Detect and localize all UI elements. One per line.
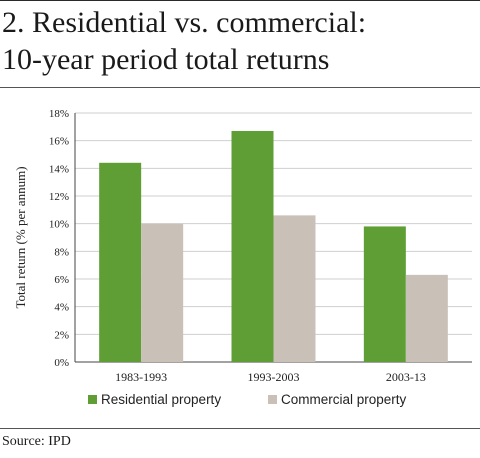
y-tick-label: 4% (54, 302, 69, 314)
y-tick-label: 2% (54, 329, 69, 341)
bar-residential (231, 130, 274, 362)
title-line-2: 10-year period total returns (2, 43, 330, 76)
y-tick-label: 18% (49, 108, 69, 120)
x-category-label: 2003-13 (386, 370, 426, 384)
legend-swatch (88, 395, 97, 404)
y-tick-label: 8% (54, 246, 69, 258)
bar-commercial (141, 223, 184, 362)
y-tick-label: 12% (49, 191, 69, 203)
x-category-label: 1993-2003 (248, 370, 300, 384)
legend-label: Residential property (101, 392, 221, 407)
top-rule (0, 0, 480, 1)
bar-commercial (405, 274, 448, 362)
legend-label: Commercial property (281, 392, 407, 407)
y-tick-label: 0% (54, 357, 69, 369)
y-tick-label: 10% (49, 219, 69, 231)
footer-divider (0, 428, 480, 429)
bar-chart: 0% 2% 4% 6% 8% 10% 12% 14% 16% 18% Total return (%… (13, 108, 472, 407)
bar-residential (363, 226, 406, 362)
x-category-label: 1983-1993 (115, 370, 167, 384)
source-note: Source: IPD (2, 434, 71, 449)
title-line-1: 2. Residential vs. commercial: (2, 6, 367, 39)
y-tick-label: 16% (49, 136, 69, 148)
bar-commercial (273, 215, 316, 362)
y-axis-label: Total return (% per annum) (13, 166, 28, 308)
y-tick-label: 6% (54, 274, 69, 286)
bar-residential (99, 162, 142, 362)
legend-swatch (268, 395, 277, 404)
chart-title: 2. Residential vs. commercial: 10-year p… (2, 4, 478, 78)
title-divider (0, 87, 480, 88)
y-tick-label: 14% (49, 163, 69, 175)
